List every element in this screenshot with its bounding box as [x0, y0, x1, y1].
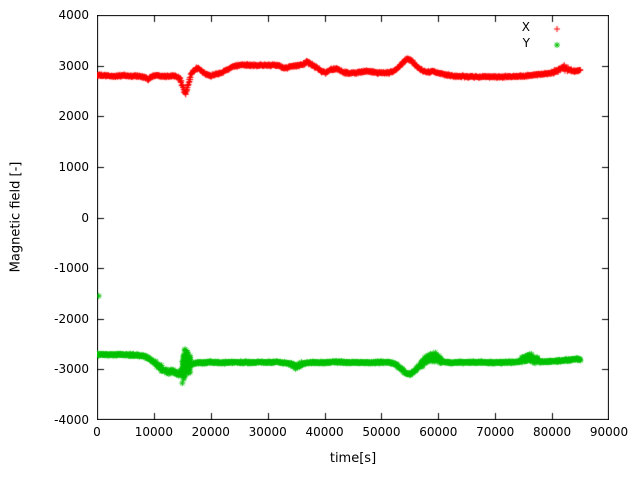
- y-tick-label: 2000: [58, 109, 89, 124]
- y-tick-label: 0: [81, 210, 89, 225]
- x-tick-label: 60000: [419, 425, 458, 439]
- y-tick-label: -3000: [54, 362, 89, 377]
- x-tick-label: 90000: [589, 425, 629, 439]
- x-tick-label: 70000: [476, 425, 515, 439]
- legend-label-y: Y: [522, 36, 530, 50]
- x-tick-label: 80000: [533, 425, 572, 439]
- legend-label-x: X: [521, 20, 530, 34]
- x-tick-label: 40000: [305, 425, 344, 439]
- y-tick-label: 4000: [58, 8, 89, 22]
- plot-canvas: [97, 15, 609, 420]
- y-tick-label: 1000: [58, 159, 89, 174]
- x-axis-title: time[s]: [329, 451, 377, 466]
- x-tick-label: 50000: [362, 425, 401, 439]
- x-tick-label: 30000: [248, 425, 287, 439]
- y-tick-label: -2000: [54, 311, 89, 326]
- y-tick-label: -1000: [54, 261, 89, 276]
- x-tick-label: 20000: [191, 425, 230, 439]
- y-tick-label: 3000: [58, 58, 89, 73]
- x-tick-label: 10000: [134, 425, 173, 439]
- y-axis-title: Magnetic field [-]: [8, 161, 24, 273]
- x-tick-label: 0: [93, 425, 101, 439]
- y-tick-label: -4000: [54, 413, 89, 427]
